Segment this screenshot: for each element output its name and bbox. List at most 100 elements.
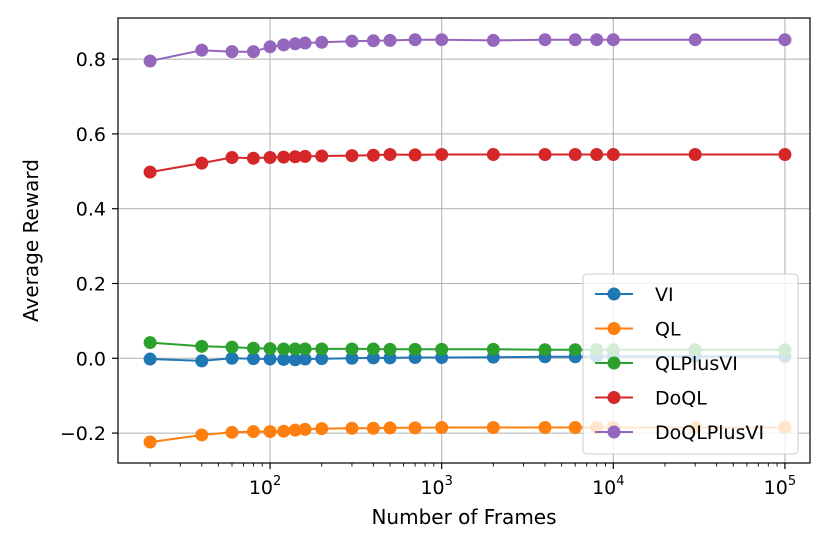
data-point-doqlplusvi bbox=[195, 43, 209, 57]
data-point-ql bbox=[366, 421, 380, 435]
data-point-doql bbox=[315, 149, 329, 163]
data-point-doqlplusvi bbox=[315, 35, 329, 49]
series-doql bbox=[143, 147, 792, 179]
data-point-doqlplusvi bbox=[225, 45, 239, 59]
data-point-doql bbox=[298, 149, 312, 163]
data-point-doqlplusvi bbox=[435, 33, 449, 47]
legend-item-doqlplusvi: DoQLPlusVI bbox=[595, 422, 764, 444]
data-point-ql bbox=[408, 421, 422, 435]
legend-item-vi: VI bbox=[595, 284, 674, 306]
y-tick-label: 0.4 bbox=[76, 199, 106, 221]
data-point-vi bbox=[246, 352, 260, 366]
legend-marker-ql bbox=[607, 322, 621, 335]
plot-area-border bbox=[117, 17, 811, 464]
data-point-vi bbox=[277, 352, 291, 366]
data-point-ql bbox=[345, 421, 359, 435]
data-point-qlplusvi bbox=[568, 343, 582, 357]
legend-label-qlplusvi: QLPlusVI bbox=[655, 353, 738, 375]
data-point-doql bbox=[688, 147, 702, 161]
data-point-doql bbox=[143, 165, 157, 179]
data-point-doql bbox=[345, 149, 359, 163]
data-point-vi bbox=[315, 352, 329, 366]
data-point-doqlplusvi bbox=[298, 36, 312, 50]
legend-item-qlplusvi: QLPlusVI bbox=[595, 353, 738, 375]
legend-marker-vi bbox=[607, 287, 621, 301]
data-point-doqlplusvi bbox=[383, 33, 397, 47]
data-point-qlplusvi bbox=[288, 342, 302, 356]
data-point-doql bbox=[383, 147, 397, 161]
data-point-doql bbox=[225, 150, 239, 164]
data-point-qlplusvi bbox=[263, 342, 277, 356]
data-point-doqlplusvi bbox=[408, 33, 422, 47]
data-point-vi bbox=[263, 352, 277, 366]
data-point-qlplusvi bbox=[277, 342, 291, 356]
data-point-doqlplusvi bbox=[538, 33, 552, 47]
data-point-qlplusvi bbox=[315, 342, 329, 356]
y-tick-label: −0.2 bbox=[60, 423, 106, 445]
data-point-qlplusvi bbox=[435, 342, 449, 356]
data-point-doqlplusvi bbox=[288, 37, 302, 51]
data-point-doql bbox=[366, 148, 380, 162]
data-point-ql bbox=[315, 422, 329, 436]
data-point-qlplusvi bbox=[246, 341, 260, 355]
data-point-doqlplusvi bbox=[568, 33, 582, 47]
data-point-ql bbox=[246, 425, 260, 439]
data-point-vi bbox=[143, 352, 157, 366]
axis-ticks: −0.2 0.0 0.2 0.4 0.6 0.8 102 103 104 105 bbox=[60, 49, 796, 499]
data-point-ql bbox=[225, 425, 239, 439]
data-point-doqlplusvi bbox=[345, 34, 359, 48]
data-point-qlplusvi bbox=[143, 336, 157, 350]
data-point-qlplusvi bbox=[486, 342, 500, 356]
data-point-doql bbox=[246, 151, 260, 165]
legend-item-doql: DoQL bbox=[595, 388, 707, 410]
data-point-doql bbox=[195, 156, 209, 170]
y-tick-label: 0.8 bbox=[76, 49, 106, 71]
x-tick-label: 104 bbox=[592, 474, 624, 499]
legend-label-doqlplusvi: DoQLPlusVI bbox=[655, 422, 764, 444]
data-point-doqlplusvi bbox=[606, 33, 620, 47]
y-tick-label: 0.0 bbox=[76, 348, 106, 370]
legend-marker-doqlplusvi bbox=[607, 425, 621, 439]
data-point-doql bbox=[277, 150, 291, 164]
data-point-qlplusvi bbox=[366, 342, 380, 356]
data-point-qlplusvi bbox=[408, 342, 422, 356]
data-point-doql bbox=[606, 147, 620, 161]
data-point-doqlplusvi bbox=[277, 38, 291, 52]
data-point-doql bbox=[778, 147, 792, 161]
data-point-ql bbox=[277, 424, 291, 438]
data-point-ql bbox=[383, 421, 397, 435]
data-point-doqlplusvi bbox=[143, 54, 157, 68]
y-tick-label: 0.6 bbox=[76, 124, 106, 146]
legend-marker-doql bbox=[607, 391, 621, 404]
legend-label-vi: VI bbox=[655, 284, 674, 306]
data-point-doqlplusvi bbox=[688, 33, 702, 47]
data-point-ql bbox=[288, 423, 302, 437]
data-point-vi bbox=[225, 351, 239, 365]
data-point-qlplusvi bbox=[195, 339, 209, 353]
y-tick-label: 0.2 bbox=[76, 274, 106, 296]
data-point-doqlplusvi bbox=[590, 33, 604, 47]
legend: VI QL QLPlusVI DoQL DoQLPlusVI bbox=[582, 273, 799, 455]
data-point-qlplusvi bbox=[225, 340, 239, 354]
data-point-doqlplusvi bbox=[263, 40, 277, 54]
data-point-doql bbox=[590, 147, 604, 161]
data-point-doql bbox=[568, 147, 582, 161]
data-point-ql bbox=[435, 420, 449, 434]
data-point-doqlplusvi bbox=[778, 33, 792, 47]
data-point-vi bbox=[298, 352, 312, 366]
data-point-doql bbox=[486, 147, 500, 161]
data-point-vi bbox=[195, 354, 209, 368]
legend-item-ql: QL bbox=[595, 319, 681, 341]
data-point-vi bbox=[345, 351, 359, 365]
x-tick-label: 102 bbox=[249, 474, 281, 499]
data-point-qlplusvi bbox=[538, 343, 552, 357]
x-tick-label: 105 bbox=[764, 474, 796, 499]
legend-marker-qlplusvi bbox=[607, 356, 621, 370]
data-point-doqlplusvi bbox=[246, 45, 260, 59]
y-axis-label: Average Reward bbox=[19, 159, 43, 322]
data-point-doql bbox=[408, 148, 422, 162]
legend-label-doql: DoQL bbox=[655, 388, 707, 410]
data-point-vi bbox=[366, 351, 380, 365]
series-doqlplusvi bbox=[143, 33, 792, 68]
